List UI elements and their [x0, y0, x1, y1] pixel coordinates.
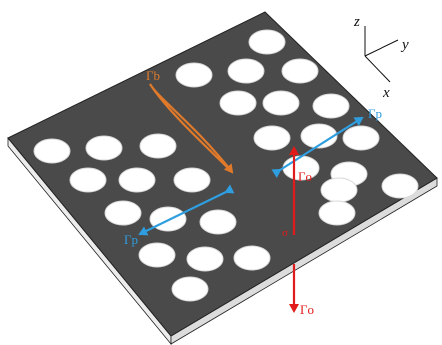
sigma-label: σ	[282, 227, 288, 239]
hole	[138, 242, 176, 268]
hole	[320, 177, 358, 203]
hole	[262, 90, 300, 116]
gamma-b-label: Γb	[146, 68, 160, 83]
hole	[175, 62, 213, 88]
hole	[381, 173, 419, 199]
hole	[253, 125, 291, 151]
hole	[139, 133, 177, 159]
hole	[118, 167, 156, 193]
hole	[312, 93, 350, 119]
hole	[186, 246, 224, 272]
coordinate-axes	[364, 26, 399, 83]
gamma-p-right-label: Γp	[368, 106, 382, 121]
hole	[342, 125, 380, 151]
hole	[227, 58, 265, 84]
gamma-p-left-arrow	[138, 184, 235, 236]
gamma-p-left-label: Γp	[124, 232, 138, 247]
hole	[318, 200, 356, 226]
gamma-o-bottom-label: Γo	[300, 302, 314, 317]
x-axis-label: x	[382, 85, 390, 101]
z-axis-label: z	[353, 14, 360, 30]
hole	[104, 200, 142, 226]
plate-top-face	[7, 11, 438, 337]
hole	[33, 138, 71, 164]
hole	[69, 167, 107, 193]
hole	[85, 135, 123, 161]
x-axis	[364, 55, 391, 83]
hole	[233, 245, 271, 271]
y-axis	[364, 39, 399, 57]
hole	[248, 29, 286, 55]
gamma-o-top-label: Γo	[298, 169, 312, 184]
hole	[173, 167, 211, 193]
hole	[171, 276, 209, 302]
y-axis-label: y	[400, 37, 409, 53]
hole	[219, 90, 257, 116]
hole	[199, 209, 237, 235]
gamma-b-loop-arrow	[149, 83, 234, 174]
hole	[281, 58, 319, 84]
